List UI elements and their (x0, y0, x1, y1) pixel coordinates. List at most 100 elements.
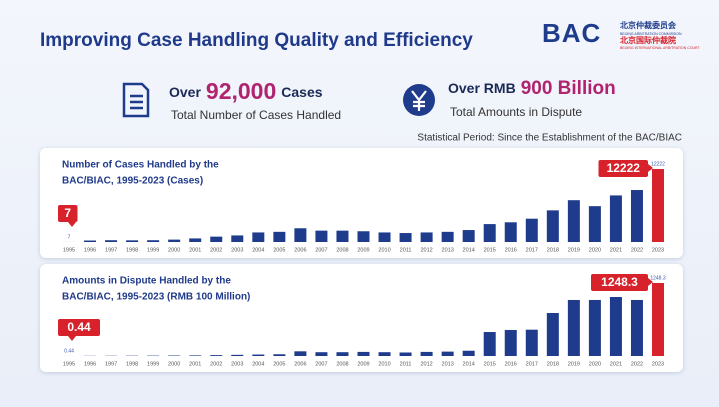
value-label-small: 0.44 (64, 348, 74, 354)
x-tick-label: 2011 (400, 361, 412, 367)
logo-cn: 北京国际仲裁院 (620, 35, 676, 45)
bar (273, 354, 286, 356)
value-label-small: 12222 (651, 161, 665, 167)
x-tick-label: 2006 (294, 361, 306, 367)
callout-box (598, 160, 648, 177)
bar (420, 351, 433, 356)
x-tick-label: 1996 (84, 247, 96, 253)
bar (504, 329, 517, 356)
bar (378, 232, 391, 242)
x-tick-label: 1995 (63, 361, 75, 367)
x-tick-label: 2007 (315, 361, 327, 367)
stat-line: Over RMB 900 Billion (448, 78, 616, 99)
bar (210, 236, 223, 242)
x-tick-label: 2020 (589, 361, 601, 367)
x-tick-label: 2004 (252, 247, 264, 253)
bar (525, 218, 538, 242)
x-tick-label: 2002 (210, 247, 222, 253)
callout-label: 12222 (607, 161, 641, 175)
x-tick-label: 2016 (505, 247, 517, 253)
bar (336, 230, 349, 242)
bar (546, 210, 559, 242)
chart-title: Amounts in Dispute Handled by the (62, 276, 231, 287)
bar (189, 238, 202, 242)
callout-label: 1248.3 (601, 275, 638, 289)
bar (483, 332, 496, 356)
bar (84, 240, 97, 242)
bar (315, 352, 328, 356)
x-tick-label: 2020 (589, 247, 601, 253)
stat-suffix: Cases (281, 84, 322, 100)
period-note: Statistical Period: Since the Establishm… (417, 133, 682, 144)
bar (525, 329, 538, 356)
x-tick-label: 2013 (442, 361, 454, 367)
callout-pointer (648, 164, 653, 172)
stat-value: 900 Billion (521, 78, 616, 99)
callout-box (591, 274, 648, 291)
x-tick-label: 1999 (147, 247, 159, 253)
x-tick-label: 1995 (63, 247, 75, 253)
bar (210, 355, 223, 356)
x-tick-label: 2012 (420, 361, 432, 367)
bar (652, 169, 664, 242)
x-tick-label: 2010 (378, 361, 390, 367)
chart-title: Number of Cases Handled by the (62, 160, 219, 171)
doc-icon (122, 82, 150, 118)
x-tick-label: 2012 (420, 247, 432, 253)
x-tick-label: 2005 (273, 361, 285, 367)
bar (378, 352, 391, 356)
x-tick-label: 2002 (210, 361, 222, 367)
x-tick-label: 2000 (168, 361, 180, 367)
bar (609, 195, 622, 242)
logo-en: BEIJING ARBITRATION COMMISSION (620, 32, 682, 36)
x-tick-label: 2001 (189, 247, 201, 253)
bar (399, 233, 412, 242)
x-tick-label: 1998 (126, 247, 138, 253)
x-tick-label: 2021 (610, 247, 622, 253)
page-title: Improving Case Handling Quality and Effi… (40, 30, 473, 51)
callout-box (58, 318, 100, 336)
callout-pointer (68, 335, 76, 341)
x-tick-label: 1997 (105, 361, 117, 367)
callout-box (58, 204, 78, 222)
bar (126, 240, 139, 242)
chart-title: BAC/BIAC, 1995-2023 (RMB 100 Million) (62, 292, 250, 303)
logo-en: BEIJING INTERNATIONAL ARBITRATION COURT (620, 46, 700, 50)
callout-pointer (648, 278, 653, 286)
x-tick-label: 2023 (652, 247, 664, 253)
bar (399, 352, 412, 356)
bar (189, 355, 202, 356)
x-tick-label: 2001 (189, 361, 201, 367)
x-tick-label: 2015 (484, 247, 496, 253)
x-tick-label: 2009 (357, 361, 369, 367)
bar (630, 190, 643, 242)
bar (357, 231, 370, 242)
x-tick-label: 2008 (336, 247, 348, 253)
x-tick-label: 1997 (105, 247, 117, 253)
bar (546, 313, 559, 356)
stat-caption: Total Number of Cases Handled (171, 108, 341, 122)
bar (336, 352, 349, 356)
x-tick-label: 2015 (484, 361, 496, 367)
bar (609, 296, 622, 356)
logo: BAC (542, 18, 601, 48)
callout-pointer (68, 221, 76, 227)
bar (273, 231, 286, 242)
value-label-small: 7 (68, 234, 71, 240)
bar (168, 239, 181, 242)
chart-title: BAC/BIAC, 1995-2023 (Cases) (62, 176, 203, 187)
bar (105, 240, 118, 242)
bar (462, 350, 475, 356)
bar (357, 351, 370, 356)
x-tick-label: 2003 (231, 247, 243, 253)
panel (40, 148, 683, 258)
bar (231, 235, 244, 242)
bar (441, 351, 454, 356)
bar (231, 354, 244, 356)
x-tick-label: 2007 (315, 247, 327, 253)
x-tick-label: 2004 (252, 361, 264, 367)
x-tick-label: 2021 (610, 361, 622, 367)
x-tick-label: 1999 (147, 361, 159, 367)
x-tick-label: 2022 (631, 247, 643, 253)
bar (294, 351, 307, 356)
